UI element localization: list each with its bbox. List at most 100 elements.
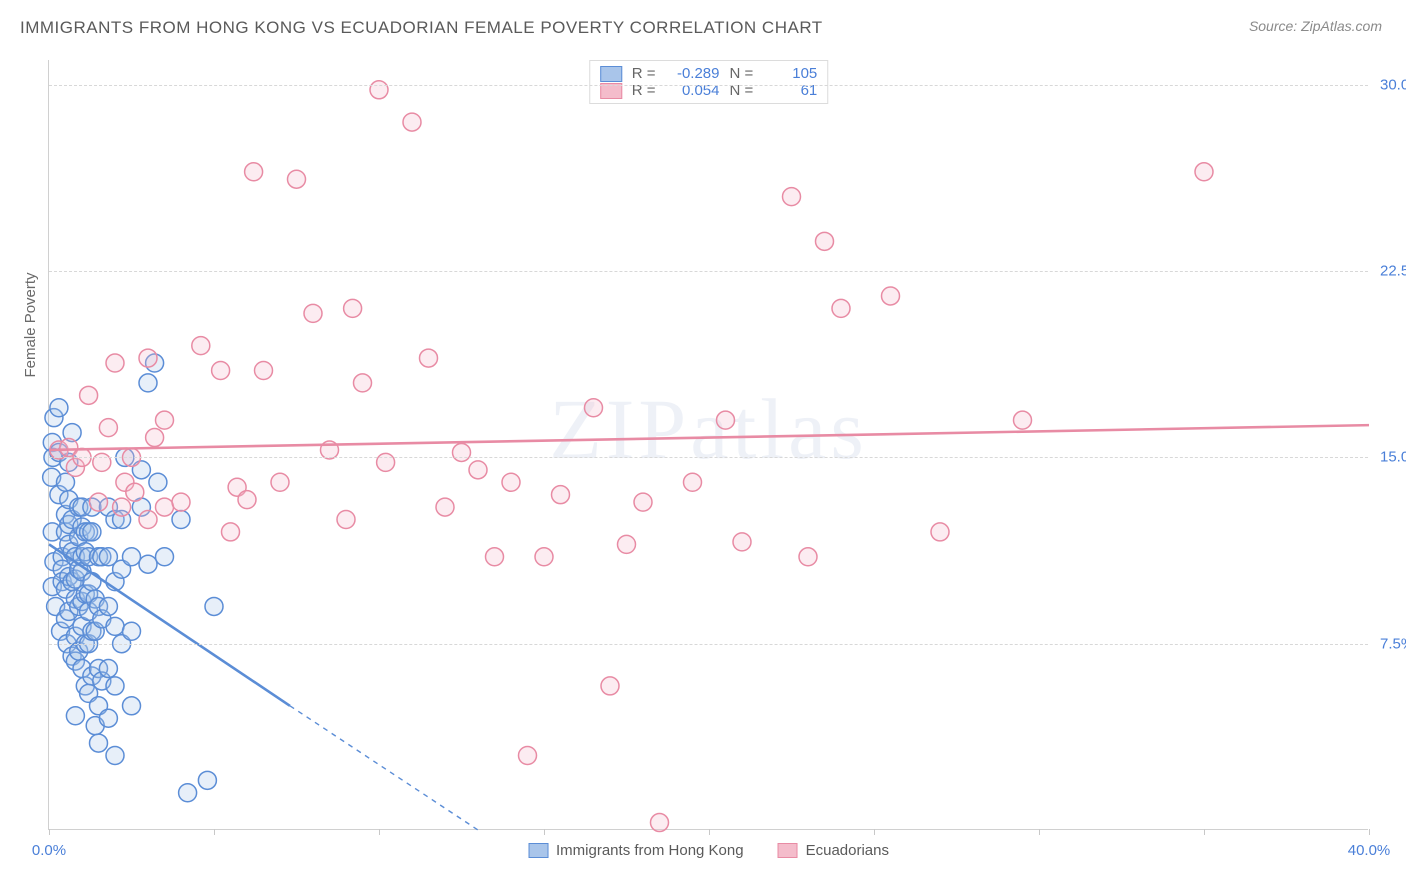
data-point <box>123 548 141 566</box>
data-point <box>80 386 98 404</box>
legend-item-0: Immigrants from Hong Kong <box>528 842 744 859</box>
data-point <box>882 287 900 305</box>
source-label: Source: <box>1249 18 1297 34</box>
data-point <box>83 573 101 591</box>
data-point <box>245 163 263 181</box>
data-point <box>816 232 834 250</box>
legend-label-1: Ecuadorians <box>806 842 889 859</box>
data-point <box>651 814 669 832</box>
data-point <box>139 349 157 367</box>
x-tick <box>874 829 875 835</box>
data-point <box>552 486 570 504</box>
data-point <box>205 597 223 615</box>
data-point <box>502 473 520 491</box>
data-point <box>156 411 174 429</box>
data-point <box>403 113 421 131</box>
data-point <box>238 491 256 509</box>
x-tick <box>1204 829 1205 835</box>
data-point <box>139 374 157 392</box>
data-point <box>601 677 619 695</box>
data-point <box>370 81 388 99</box>
data-point <box>172 511 190 529</box>
data-point <box>733 533 751 551</box>
y-tick-label: 7.5% <box>1372 635 1406 652</box>
legend-label-0: Immigrants from Hong Kong <box>556 842 744 859</box>
data-point <box>1195 163 1213 181</box>
data-point <box>146 429 164 447</box>
data-point <box>106 746 124 764</box>
data-point <box>106 354 124 372</box>
y-tick-label: 15.0% <box>1372 449 1406 466</box>
gridline-h <box>49 85 1368 86</box>
data-point <box>337 511 355 529</box>
data-point <box>304 304 322 322</box>
data-point <box>535 548 553 566</box>
data-point <box>123 622 141 640</box>
source-attribution: Source: ZipAtlas.com <box>1249 18 1382 34</box>
chart-title: IMMIGRANTS FROM HONG KONG VS ECUADORIAN … <box>20 18 823 38</box>
data-point <box>156 498 174 516</box>
legend-series: Immigrants from Hong Kong Ecuadorians <box>528 842 889 859</box>
chart-svg <box>49 60 1368 829</box>
data-point <box>99 419 117 437</box>
trend-line <box>290 706 478 830</box>
data-point <box>420 349 438 367</box>
y-axis-label: Female Poverty <box>22 272 39 377</box>
data-point <box>634 493 652 511</box>
data-point <box>1014 411 1032 429</box>
data-point <box>519 746 537 764</box>
data-point <box>288 170 306 188</box>
data-point <box>453 443 471 461</box>
x-tick <box>379 829 380 835</box>
data-point <box>90 493 108 511</box>
gridline-h <box>49 457 1368 458</box>
gridline-h <box>49 271 1368 272</box>
data-point <box>149 473 167 491</box>
data-point <box>126 483 144 501</box>
data-point <box>344 299 362 317</box>
data-point <box>106 677 124 695</box>
data-point <box>156 548 174 566</box>
data-point <box>113 498 131 516</box>
data-point <box>783 188 801 206</box>
data-point <box>469 461 487 479</box>
data-point <box>198 771 216 789</box>
data-point <box>832 299 850 317</box>
legend-swatch-bottom-1 <box>778 843 798 858</box>
data-point <box>377 453 395 471</box>
data-point <box>717 411 735 429</box>
x-tick <box>1039 829 1040 835</box>
data-point <box>99 709 117 727</box>
data-point <box>90 734 108 752</box>
x-tick <box>709 829 710 835</box>
data-point <box>139 555 157 573</box>
legend-item-1: Ecuadorians <box>778 842 889 859</box>
x-tick <box>544 829 545 835</box>
y-tick-label: 22.5% <box>1372 263 1406 280</box>
data-point <box>486 548 504 566</box>
gridline-h <box>49 644 1368 645</box>
data-point <box>50 399 68 417</box>
data-point <box>179 784 197 802</box>
data-point <box>83 523 101 541</box>
data-point <box>212 361 230 379</box>
data-point <box>271 473 289 491</box>
y-tick-label: 30.0% <box>1372 76 1406 93</box>
data-point <box>139 511 157 529</box>
data-point <box>222 523 240 541</box>
data-point <box>436 498 454 516</box>
data-point <box>192 337 210 355</box>
data-point <box>354 374 372 392</box>
source-name: ZipAtlas.com <box>1301 18 1382 34</box>
data-point <box>255 361 273 379</box>
legend-swatch-bottom-0 <box>528 843 548 858</box>
data-point <box>931 523 949 541</box>
x-tick <box>1369 829 1370 835</box>
data-point <box>99 597 117 615</box>
data-point <box>99 660 117 678</box>
data-point <box>799 548 817 566</box>
plot-area: ZIPatlas R = -0.289 N = 105 R = 0.054 N … <box>48 60 1368 830</box>
data-point <box>106 617 124 635</box>
data-point <box>93 453 111 471</box>
x-tick <box>214 829 215 835</box>
